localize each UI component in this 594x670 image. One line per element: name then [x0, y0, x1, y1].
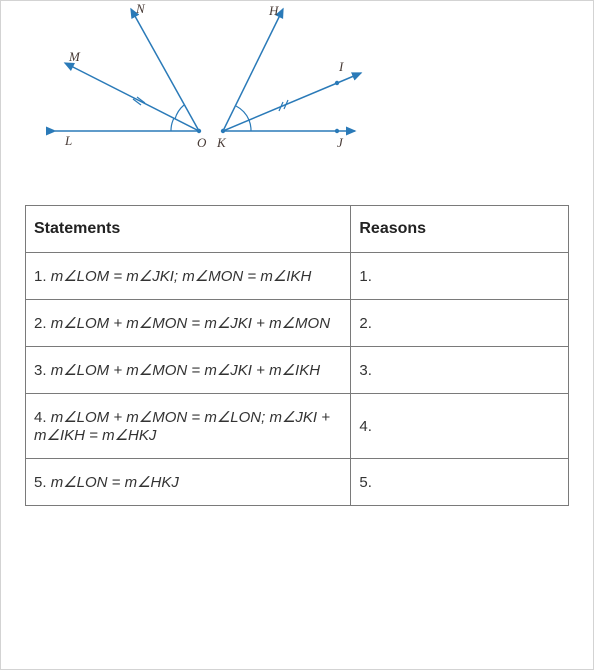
statement-cell: 1. m∠LOM = m∠JKI; m∠MON = m∠IKH: [26, 253, 351, 300]
statement-cell: 2. m∠LOM + m∠MON = m∠JKI + m∠MON: [26, 300, 351, 347]
right-figure: H I J K: [216, 3, 361, 150]
header-statements: Statements: [26, 206, 351, 253]
diagram-svg: N M L O: [21, 1, 401, 161]
reason-cell: 2.: [351, 300, 569, 347]
row-number: 3.: [34, 362, 47, 379]
table-row: 2. m∠LOM + m∠MON = m∠JKI + m∠MON 2.: [26, 300, 569, 347]
table-row: 5. m∠LON = m∠HKJ 5.: [26, 459, 569, 506]
statement-text: m∠LOM + m∠MON = m∠JKI + m∠IKH: [51, 362, 320, 379]
label-J: J: [337, 135, 344, 150]
label-K: K: [216, 135, 227, 150]
page-container: N M L O: [0, 0, 594, 670]
proof-table: Statements Reasons 1. m∠LOM = m∠JKI; m∠M…: [25, 205, 569, 506]
table-row: 3. m∠LOM + m∠MON = m∠JKI + m∠IKH 3.: [26, 347, 569, 394]
statement-text: m∠LOM + m∠MON = m∠LON; m∠JKI + m∠IKH = m…: [34, 409, 330, 444]
label-H: H: [268, 3, 279, 18]
label-L: L: [64, 133, 72, 148]
row-number: 4.: [34, 409, 47, 426]
statement-text: m∠LOM = m∠JKI; m∠MON = m∠IKH: [51, 268, 312, 285]
label-I: I: [338, 59, 344, 74]
geometry-diagram: N M L O: [1, 1, 593, 181]
statement-cell: 3. m∠LOM + m∠MON = m∠JKI + m∠IKH: [26, 347, 351, 394]
label-M: M: [68, 49, 81, 64]
statement-cell: 4. m∠LOM + m∠MON = m∠LON; m∠JKI + m∠IKH …: [26, 394, 351, 459]
left-figure: N M L O: [55, 1, 207, 150]
statement-text: m∠LON = m∠HKJ: [51, 474, 179, 491]
row-number: 2.: [34, 315, 47, 332]
statement-cell: 5. m∠LON = m∠HKJ: [26, 459, 351, 506]
reason-cell: 1.: [351, 253, 569, 300]
table-row: 4. m∠LOM + m∠MON = m∠LON; m∠JKI + m∠IKH …: [26, 394, 569, 459]
statement-text: m∠LOM + m∠MON = m∠JKI + m∠MON: [51, 315, 330, 332]
reason-cell: 3.: [351, 347, 569, 394]
table-header-row: Statements Reasons: [26, 206, 569, 253]
header-reasons: Reasons: [351, 206, 569, 253]
row-number: 5.: [34, 474, 47, 491]
reason-cell: 4.: [351, 394, 569, 459]
reason-cell: 5.: [351, 459, 569, 506]
label-N: N: [135, 1, 146, 16]
row-number: 1.: [34, 268, 47, 285]
table-row: 1. m∠LOM = m∠JKI; m∠MON = m∠IKH 1.: [26, 253, 569, 300]
label-O: O: [197, 135, 207, 150]
